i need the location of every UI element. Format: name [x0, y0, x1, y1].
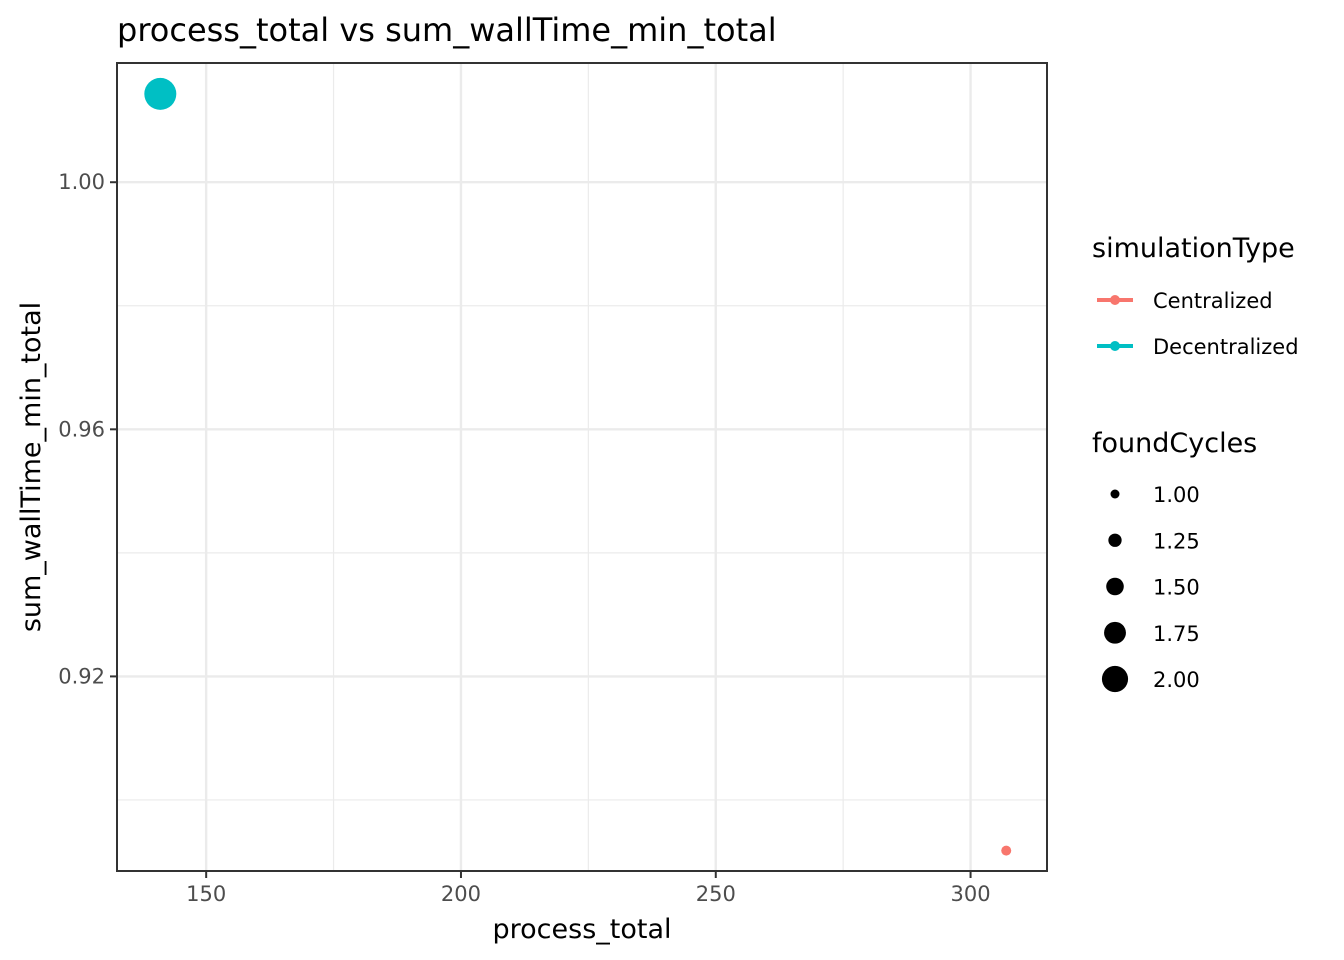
- x-tick-label: 250: [696, 882, 736, 906]
- color-legend-label: Decentralized: [1153, 335, 1299, 359]
- legend-key-point: [1110, 341, 1120, 351]
- color-legend-items: Centralized Decentralized: [1097, 289, 1299, 359]
- size-legend-label: 1.00: [1153, 483, 1200, 507]
- size-legend-key: [1110, 489, 1120, 499]
- data-points: [144, 77, 1012, 856]
- y-tick-label: 0.92: [58, 664, 105, 688]
- plot-background: [117, 63, 1047, 871]
- size-legend-label: 1.50: [1153, 576, 1200, 600]
- color-legend-title: simulationType: [1092, 233, 1295, 264]
- size-legend-key: [1104, 621, 1126, 644]
- y-tick-label: 1.00: [58, 170, 105, 194]
- size-legend-label: 1.75: [1153, 622, 1200, 646]
- color-legend-label: Centralized: [1153, 289, 1273, 313]
- data-point: [144, 77, 177, 110]
- chart-title: process_total vs sum_wallTime_min_total: [117, 11, 777, 49]
- legend: simulationType CentralizedDecentralized …: [1092, 233, 1299, 693]
- data-point: [1001, 845, 1012, 856]
- y-tick-label: 0.96: [58, 417, 105, 441]
- size-legend-label: 2.00: [1153, 668, 1200, 692]
- size-legend-key: [1106, 577, 1124, 596]
- x-tick-label: 200: [441, 882, 481, 906]
- size-legend-key: [1101, 665, 1129, 693]
- size-legend-title: foundCycles: [1092, 428, 1257, 459]
- size-legend-items: 1.00 1.25 1.50 1.75 2.00: [1101, 483, 1200, 693]
- y-axis-ticks: 0.92 0.96 1.00: [58, 170, 117, 688]
- size-legend-key: [1108, 533, 1122, 547]
- x-axis-title: process_total: [493, 914, 672, 945]
- x-axis-ticks: 150 200 250 300: [186, 871, 991, 906]
- legend-key-point: [1110, 295, 1120, 305]
- size-legend-label: 1.25: [1153, 529, 1200, 553]
- major-gridlines: [117, 63, 1047, 871]
- y-axis-title: sum_wallTime_min_total: [16, 302, 47, 632]
- plot-panel-border: [116, 62, 1048, 872]
- minor-gridlines: [117, 63, 1047, 871]
- x-tick-label: 300: [951, 882, 991, 906]
- x-tick-label: 150: [186, 882, 226, 906]
